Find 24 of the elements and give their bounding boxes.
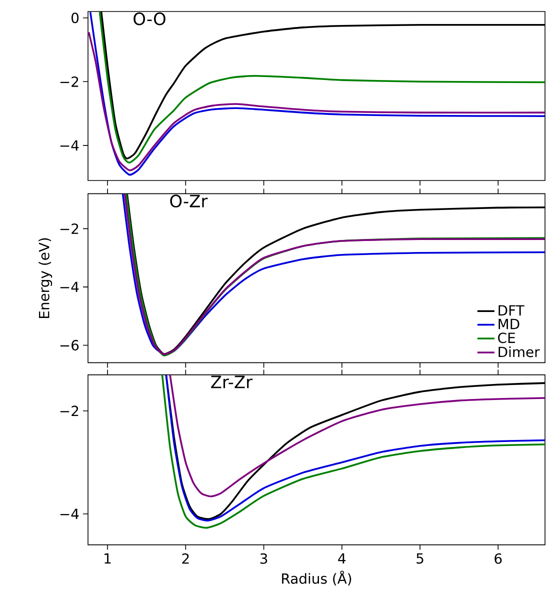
x-tick-label: 1 (104, 553, 111, 564)
legend-label: CE (498, 332, 515, 344)
chart-title: Zr-Zr (211, 376, 253, 388)
x-axis-title: Radius (Å) (282, 570, 352, 586)
chart-title: O-O (134, 12, 166, 26)
x-tick-label: 5 (416, 553, 424, 564)
y-tick-label: −4 (60, 508, 79, 519)
y-tick-label: 0 (72, 12, 79, 24)
legend-label: DFT (498, 305, 524, 316)
x-tick-label: 2 (182, 553, 189, 564)
x-tick-label: 3 (260, 553, 268, 564)
x-tick-label: 4 (338, 553, 346, 564)
y-tick-label: −4 (60, 140, 79, 151)
y-tick-label: −6 (60, 340, 79, 350)
y-axis-title: Energy (eV) (38, 238, 52, 318)
y-tick-label: −2 (60, 223, 78, 234)
line-series (169, 374, 546, 498)
chart-title: O-Zr (170, 194, 208, 208)
legend-label: MD (498, 318, 520, 330)
y-tick-label: −2 (60, 406, 78, 416)
legend-label: Dimer (498, 346, 540, 358)
x-tick-label: 6 (494, 553, 502, 564)
y-tick-label: −2 (60, 76, 78, 87)
y-tick-label: −4 (60, 282, 79, 292)
